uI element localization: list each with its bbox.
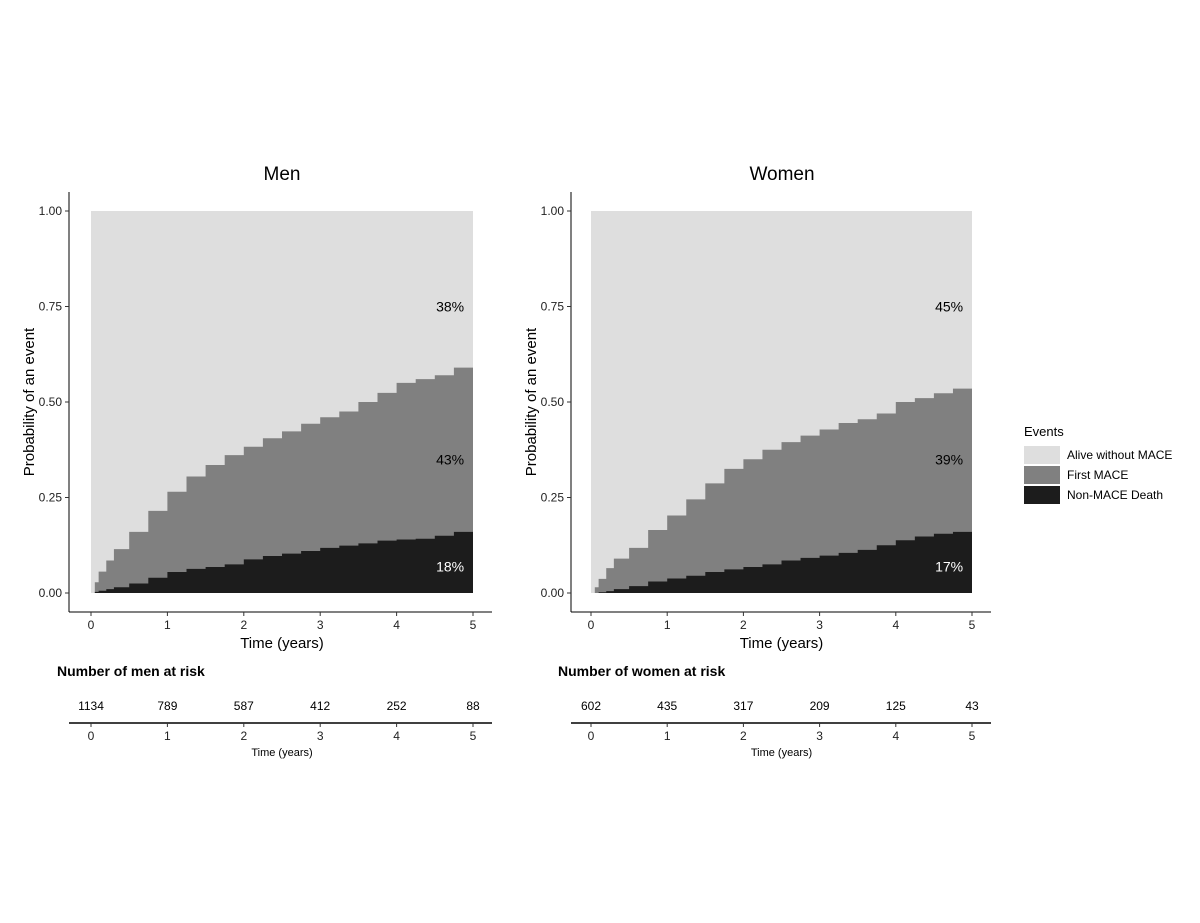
risk-table-value: 125 (886, 699, 906, 713)
y-tick-label: 0.00 (39, 586, 63, 600)
risk-x-axis-label: Time (years) (751, 747, 812, 759)
risk-x-tick-label: 5 (470, 729, 477, 743)
y-tick-label: 1.00 (39, 204, 63, 218)
legend: Events Alive without MACE First MACE Non-M… (1024, 424, 1172, 504)
risk-table-value: 43 (965, 699, 979, 713)
legend-swatch (1024, 466, 1060, 484)
percent-label: 17% (935, 558, 963, 574)
risk-table-value: 209 (810, 699, 830, 713)
risk-table-title: Number of women at risk (558, 663, 725, 679)
legend-title: Events (1024, 424, 1064, 439)
y-tick-label: 0.25 (39, 491, 63, 505)
chart-panel-women: Women 45% 39% 17% 0.00 0.25 0.50 0.75 1.00 0 1 2 3 4 5… (523, 164, 991, 759)
x-tick-label: 5 (470, 618, 477, 632)
legend-label: Non-MACE Death (1067, 488, 1163, 502)
x-tick-label: 1 (664, 618, 671, 632)
percent-label: 43% (436, 451, 464, 467)
risk-x-axis-label: Time (years) (251, 747, 312, 759)
y-tick-label: 0.00 (541, 586, 565, 600)
x-tick-label: 2 (240, 618, 247, 632)
legend-label: First MACE (1067, 468, 1128, 482)
y-tick-label: 1.00 (541, 204, 565, 218)
x-tick-label: 4 (892, 618, 899, 632)
x-tick-label: 1 (164, 618, 171, 632)
y-tick-label: 0.75 (541, 300, 565, 314)
x-tick-label: 2 (740, 618, 747, 632)
x-tick-label: 5 (969, 618, 976, 632)
risk-x-tick-label: 0 (88, 729, 95, 743)
risk-table-value: 435 (657, 699, 677, 713)
legend-items: Alive without MACE First MACE Non-MACE Dea… (1024, 446, 1172, 504)
percent-label: 18% (436, 558, 464, 574)
risk-table-value: 602 (581, 699, 601, 713)
area-non-mace-death (591, 531, 972, 593)
risk-x-tick-label: 3 (317, 729, 324, 743)
y-tick-label: 0.25 (541, 491, 565, 505)
risk-table-value: 789 (157, 699, 177, 713)
risk-table-value: 587 (234, 699, 254, 713)
y-axis-label: Probability of an event (523, 327, 540, 476)
y-axis-label: Probability of an event (21, 327, 38, 476)
risk-x-tick-label: 4 (393, 729, 400, 743)
risk-table-value: 317 (733, 699, 753, 713)
area-first-mace (591, 382, 972, 593)
risk-x-tick-label: 3 (816, 729, 823, 743)
area-first-mace (91, 365, 473, 593)
risk-table-value: 252 (387, 699, 407, 713)
x-axis-label: Time (years) (740, 635, 824, 652)
area-non-mace-death (91, 531, 473, 593)
x-axis-label: Time (years) (240, 635, 324, 652)
legend-swatch (1024, 486, 1060, 504)
x-tick-label: 0 (88, 618, 95, 632)
x-tick-label: 0 (588, 618, 595, 632)
risk-table-value: 412 (310, 699, 330, 713)
risk-table-value: 1134 (78, 699, 104, 713)
risk-table-value: 88 (466, 699, 480, 713)
x-tick-label: 3 (816, 618, 823, 632)
chart-panel-men: Men 38% 43% 18% 0.00 0.25 0.50 0.75 1.00 0 1 2 3 4 5 Ti… (21, 164, 492, 759)
percent-label: 45% (935, 299, 963, 315)
risk-table-title: Number of men at risk (57, 663, 205, 679)
risk-x-tick-label: 1 (164, 729, 171, 743)
risk-x-tick-label: 2 (740, 729, 747, 743)
x-tick-label: 3 (317, 618, 324, 632)
chart-title: Women (749, 164, 814, 185)
risk-x-tick-label: 4 (892, 729, 899, 743)
legend-label: Alive without MACE (1067, 448, 1172, 462)
chart-title: Men (264, 164, 301, 185)
percent-label: 39% (935, 451, 963, 467)
risk-x-tick-label: 5 (969, 729, 976, 743)
y-tick-label: 0.75 (39, 300, 63, 314)
percent-label: 38% (436, 299, 464, 315)
risk-x-tick-label: 0 (588, 729, 595, 743)
legend-swatch (1024, 446, 1060, 464)
y-tick-label: 0.50 (541, 395, 565, 409)
risk-x-tick-label: 1 (664, 729, 671, 743)
y-tick-label: 0.50 (39, 395, 63, 409)
risk-x-tick-label: 2 (240, 729, 247, 743)
x-tick-label: 4 (393, 618, 400, 632)
chart-panels: Men 38% 43% 18% 0.00 0.25 0.50 0.75 1.00 0 1 2 3 4 5 Ti… (21, 164, 991, 759)
